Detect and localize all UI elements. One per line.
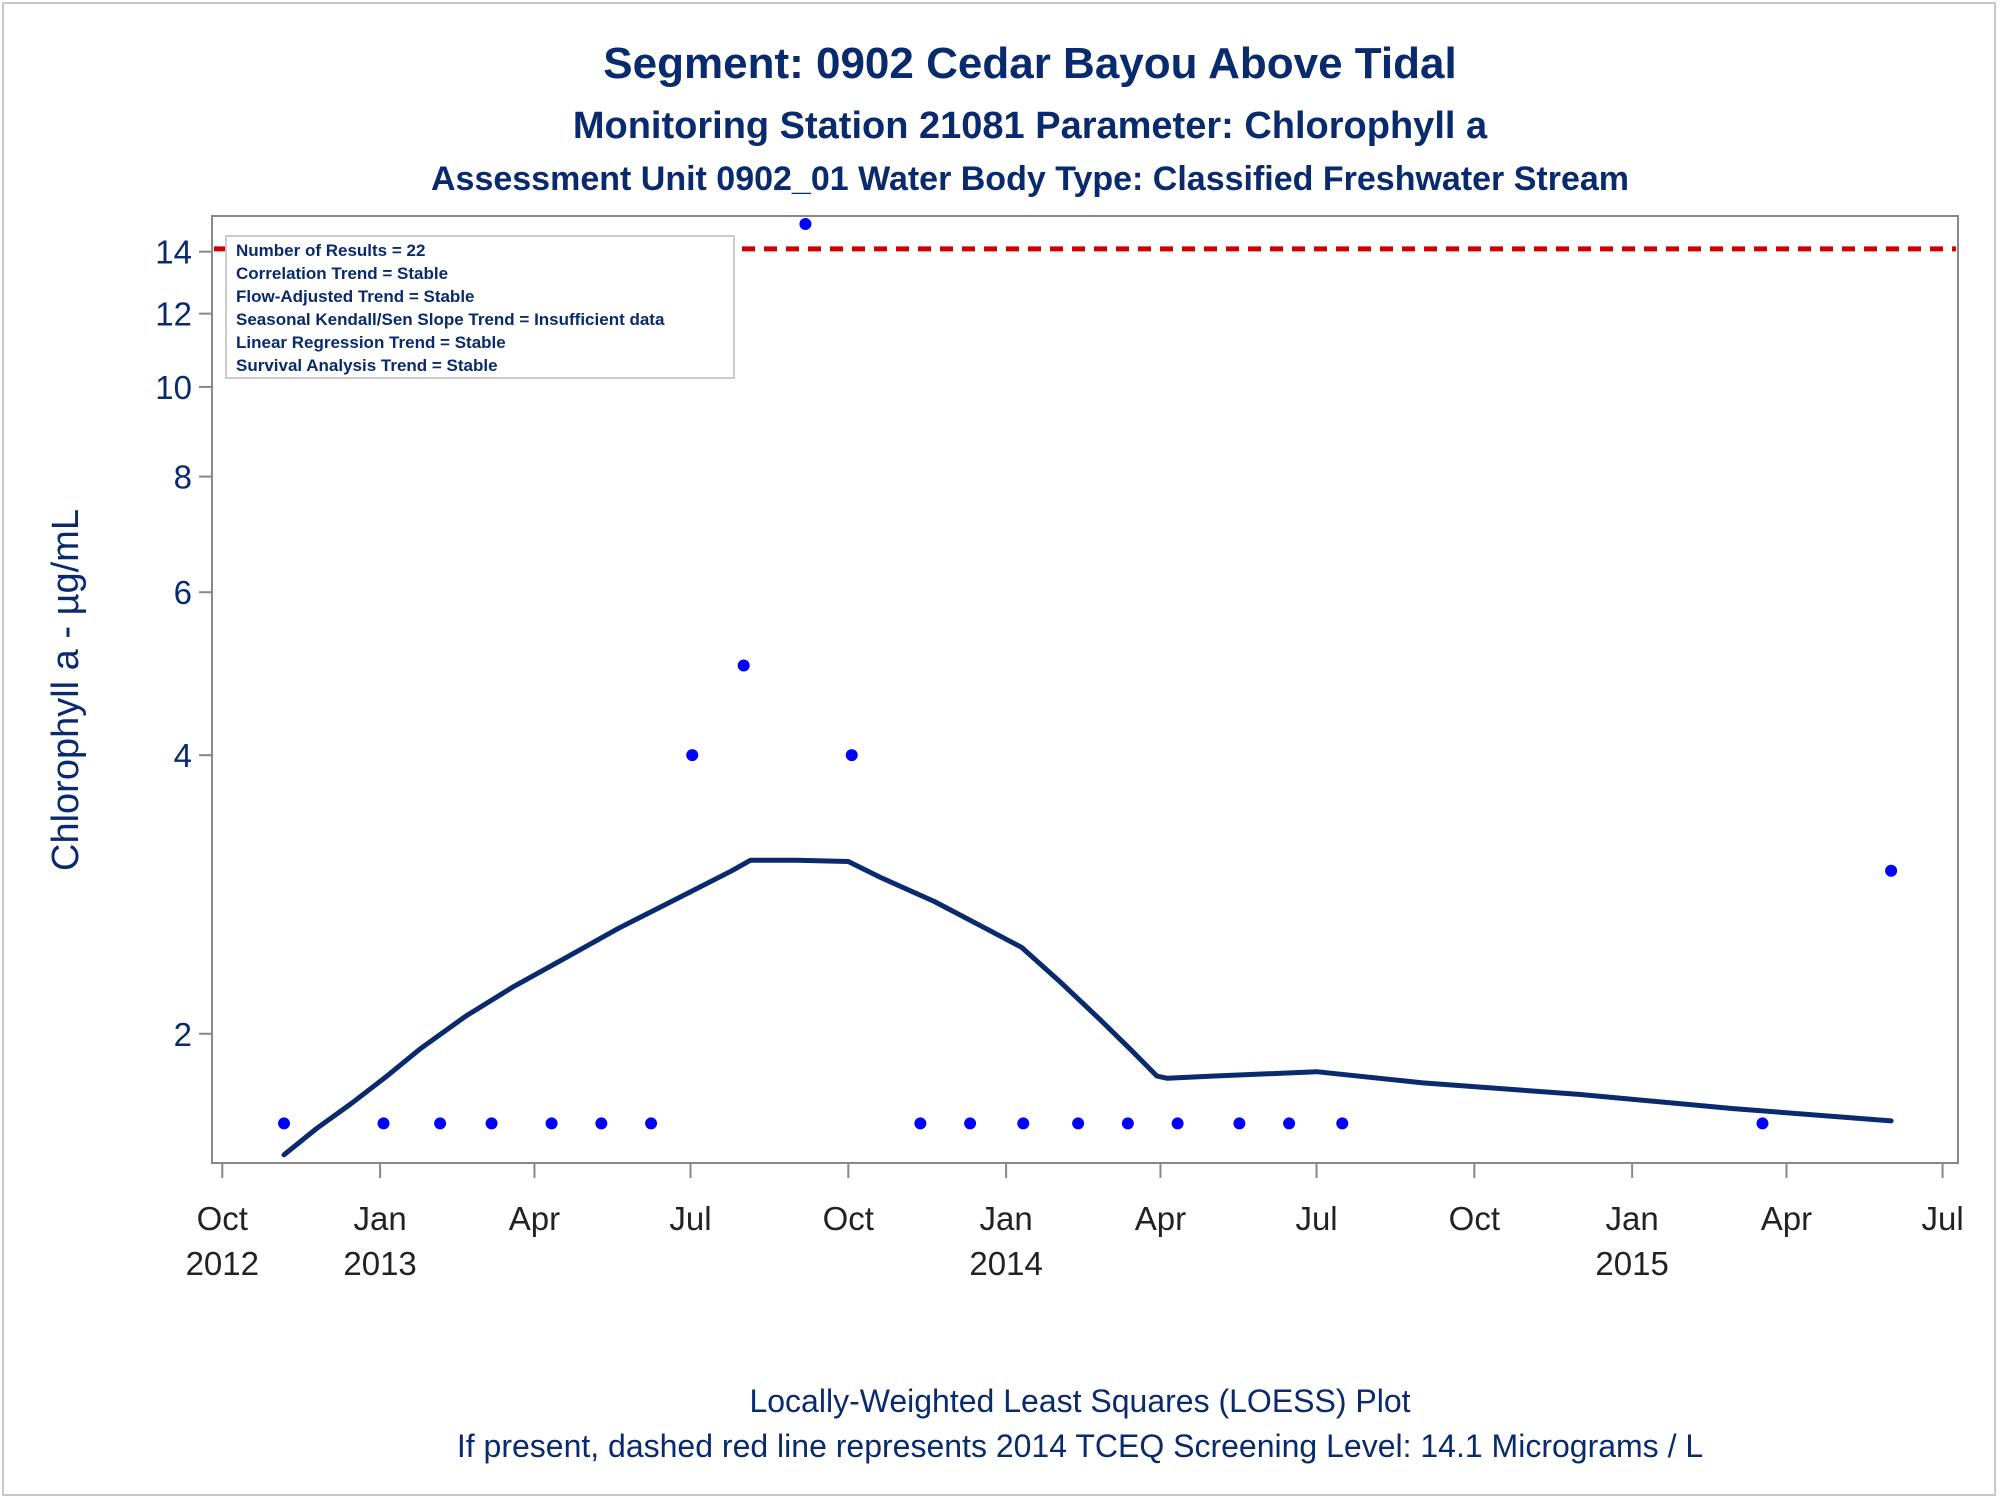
data-point — [964, 1117, 977, 1130]
data-point — [1756, 1117, 1769, 1130]
x-tick-label: Jul — [1295, 1200, 1337, 1237]
y-tick-label: 10 — [155, 369, 192, 406]
data-point — [1017, 1117, 1030, 1130]
data-point — [645, 1117, 658, 1130]
data-point — [434, 1117, 447, 1130]
data-point — [799, 217, 812, 230]
x-tick-label: Jan — [979, 1200, 1032, 1237]
stats-box-line: Seasonal Kendall/Sen Slope Trend = Insuf… — [236, 310, 665, 329]
data-point — [377, 1117, 390, 1130]
x-tick-label: Oct — [1449, 1200, 1500, 1237]
x-tick-label: 2014 — [969, 1245, 1042, 1282]
data-point — [595, 1117, 608, 1130]
x-tick-label: Jul — [669, 1200, 711, 1237]
data-point — [1171, 1117, 1184, 1130]
data-point — [1233, 1117, 1246, 1130]
stats-box-line: Number of Results = 22 — [236, 241, 425, 260]
x-tick-label: Apr — [509, 1200, 560, 1237]
y-tick-label: 6 — [174, 574, 192, 611]
data-point — [1072, 1117, 1085, 1130]
data-point — [686, 749, 699, 762]
data-point — [1885, 864, 1898, 877]
footnote: If present, dashed red line represents 2… — [457, 1428, 1703, 1464]
plot-area — [211, 215, 1959, 1164]
chart-title-line: Segment: 0902 Cedar Bayou Above Tidal — [603, 39, 1456, 88]
stats-box-line: Survival Analysis Trend = Stable — [236, 356, 498, 375]
data-point — [845, 749, 858, 762]
stats-box-line: Flow-Adjusted Trend = Stable — [236, 287, 475, 306]
data-point — [1283, 1117, 1296, 1130]
x-tick-label: Oct — [823, 1200, 874, 1237]
x-tick-label: Apr — [1135, 1200, 1186, 1237]
y-axis-label: Chlorophyll a - µg/mL — [45, 509, 87, 871]
stats-box — [225, 235, 735, 379]
y-tick-label: 14 — [155, 234, 192, 271]
data-point — [1336, 1117, 1349, 1130]
data-point — [737, 659, 750, 672]
x-tick-label: 2013 — [343, 1245, 416, 1282]
stats-box-line: Linear Regression Trend = Stable — [236, 333, 506, 352]
data-point — [485, 1117, 498, 1130]
x-tick-label: Oct — [197, 1200, 248, 1237]
x-tick-label: Jan — [1606, 1200, 1659, 1237]
x-tick-label: Jul — [1921, 1200, 1963, 1237]
data-point — [914, 1117, 927, 1130]
data-point — [278, 1117, 291, 1130]
x-tick-label: 2012 — [186, 1245, 259, 1282]
x-tick-label: Apr — [1761, 1200, 1812, 1237]
stats-box-line: Correlation Trend = Stable — [236, 264, 448, 283]
chart-title-line: Monitoring Station 21081 Parameter: Chlo… — [573, 105, 1488, 147]
y-tick-label: 4 — [174, 737, 192, 774]
loess-curve — [281, 857, 1894, 1158]
y-tick-label: 8 — [174, 459, 192, 496]
x-tick-label: 2015 — [1595, 1245, 1668, 1282]
footnote: Locally-Weighted Least Squares (LOESS) P… — [749, 1383, 1410, 1419]
chart-title-line: Assessment Unit 0902_01 Water Body Type:… — [431, 160, 1629, 198]
y-tick-label: 12 — [155, 296, 192, 333]
x-tick-label: Jan — [353, 1200, 406, 1237]
y-tick-label: 2 — [174, 1016, 192, 1053]
data-point — [1121, 1117, 1134, 1130]
data-point — [545, 1117, 558, 1130]
